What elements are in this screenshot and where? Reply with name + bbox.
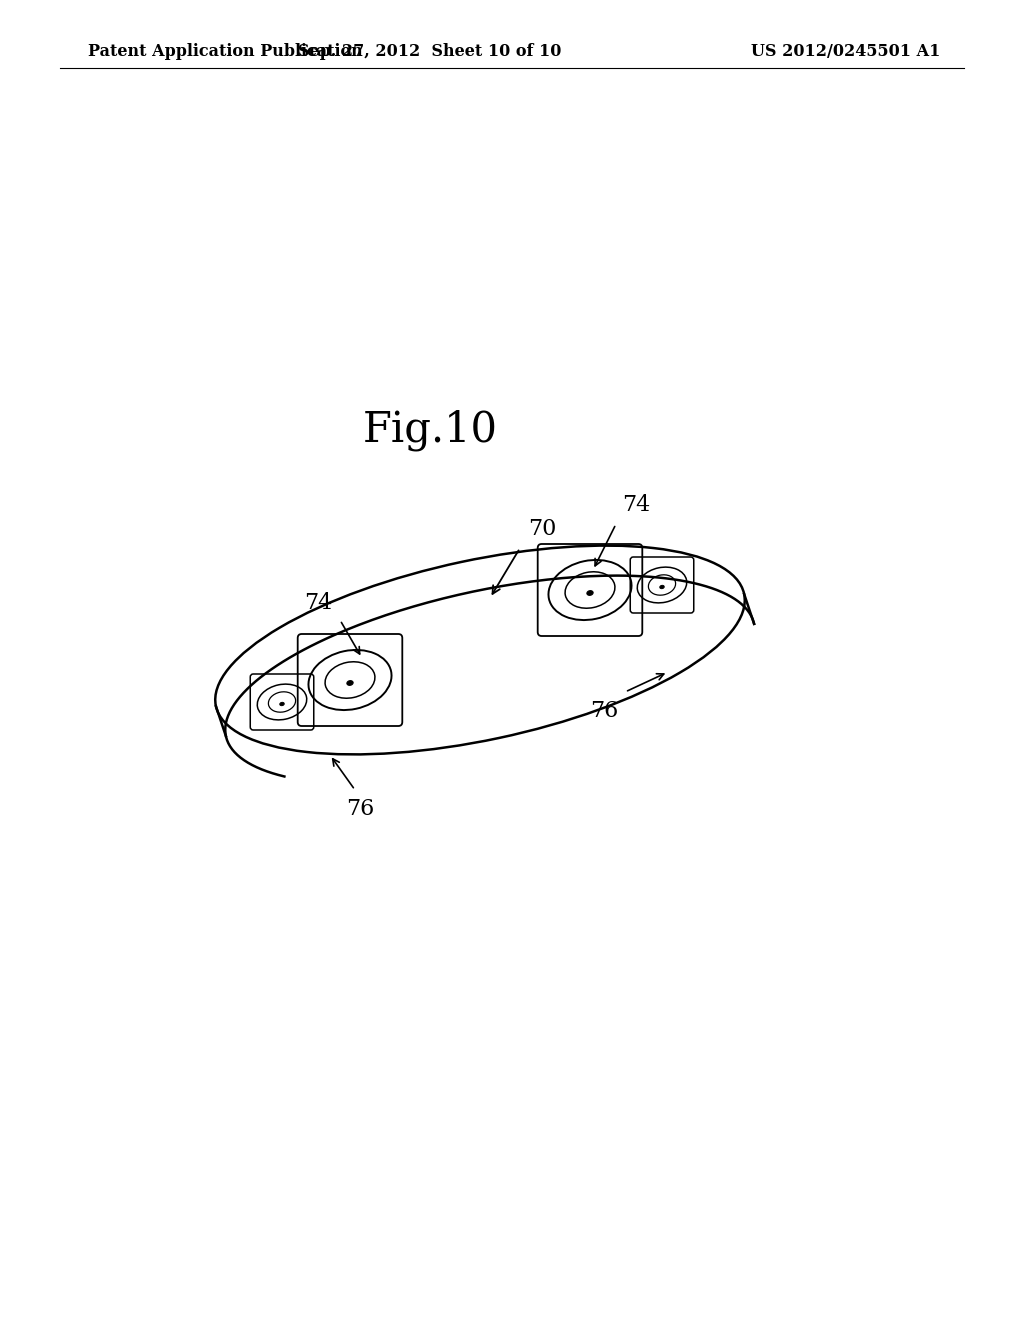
- Ellipse shape: [587, 590, 593, 595]
- Ellipse shape: [347, 681, 353, 685]
- Ellipse shape: [659, 585, 665, 589]
- Text: Patent Application Publication: Patent Application Publication: [88, 44, 362, 61]
- Text: 70: 70: [528, 517, 556, 540]
- Text: US 2012/0245501 A1: US 2012/0245501 A1: [751, 44, 940, 61]
- Text: 74: 74: [304, 591, 332, 614]
- Ellipse shape: [280, 702, 285, 706]
- Text: 74: 74: [622, 494, 650, 516]
- Text: Fig.10: Fig.10: [362, 409, 498, 451]
- Text: 76: 76: [346, 799, 374, 820]
- Text: Sep. 27, 2012  Sheet 10 of 10: Sep. 27, 2012 Sheet 10 of 10: [298, 44, 562, 61]
- Text: 76: 76: [590, 700, 618, 722]
